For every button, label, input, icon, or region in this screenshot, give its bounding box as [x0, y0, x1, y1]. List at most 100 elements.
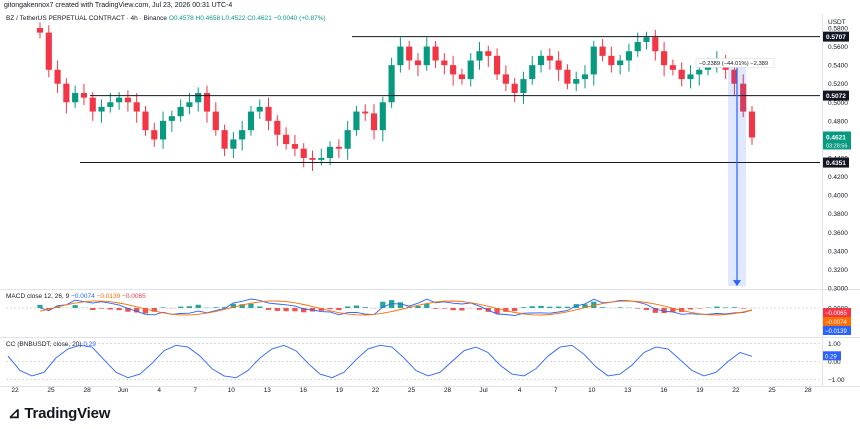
macd-histogram-bar [274, 308, 280, 311]
candle-body [564, 69, 571, 84]
candle-body [370, 113, 378, 131]
time-tick-label: 25 [47, 387, 55, 394]
candle-body [696, 69, 703, 75]
macd-histogram-bar [494, 308, 500, 314]
candle-body [300, 148, 307, 158]
macd-histogram-bar [450, 308, 456, 311]
time-tick-label: Jun [118, 387, 129, 394]
candle-body [573, 79, 580, 84]
candle-body [388, 65, 395, 103]
price-tick-label: 0.3400 [828, 248, 848, 255]
candle-body [107, 102, 114, 107]
time-tick-label: 22 [372, 387, 380, 394]
macd-legend-value-3: −0.0065 [122, 293, 146, 300]
candle-body [98, 106, 105, 112]
macd-histogram-bar [722, 307, 729, 308]
macd-legend-value-2: −0.0139 [96, 293, 121, 300]
candle-body [731, 69, 738, 84]
candle-body [89, 97, 96, 112]
cc-legend: CC (BNBUSDT, close, 20) 0.29 [6, 341, 96, 348]
candle-body [362, 111, 369, 114]
macd-histogram-bar [696, 308, 702, 309]
macd-value-label: −0.0065 [825, 311, 848, 317]
macd-value-label: −0.0074 [825, 320, 848, 326]
macd-histogram-bar [459, 308, 465, 311]
candle-body [265, 106, 272, 121]
macd-histogram-bar [397, 302, 404, 308]
candle-body [740, 83, 747, 112]
cc-legend-value: 0.29 [83, 341, 96, 348]
time-tick-label: 19 [696, 387, 704, 394]
candle-body [423, 46, 430, 66]
macd-legend-value-1: −0.0074 [71, 293, 95, 300]
candle-body [608, 55, 615, 66]
macd-histogram-bar [503, 308, 509, 312]
candle-body [283, 134, 290, 145]
macd-value-label: −0.0139 [825, 329, 848, 335]
price-tick-label: 0.3000 [828, 286, 848, 293]
candle-body [643, 37, 650, 42]
macd-histogram-bar [257, 306, 263, 308]
time-tick-label: 16 [660, 387, 668, 394]
macd-histogram-bar [591, 301, 597, 308]
macd-value-box [823, 308, 851, 317]
candle-body [335, 146, 342, 149]
candle-body [195, 93, 202, 103]
candle-body [142, 111, 149, 131]
macd-histogram-bar [714, 306, 720, 308]
candle-body [247, 111, 255, 131]
macd-histogram-bar [582, 304, 588, 308]
macd-histogram-bar [476, 308, 483, 310]
time-tick-label: 4 [518, 387, 522, 394]
macd-histogram-bar [661, 308, 667, 314]
macd-histogram-bar [336, 308, 342, 311]
candle-body [274, 120, 281, 135]
macd-histogram-bar [635, 308, 641, 309]
candle-body [177, 106, 184, 117]
cc-line [7, 344, 753, 379]
macd-histogram-bar [380, 301, 386, 308]
macd-histogram-bar [221, 307, 228, 308]
macd-histogram-bar [362, 307, 368, 308]
candle-body [379, 102, 386, 131]
measure-label: −0.2389 (−44.01%) −2,389 [699, 61, 768, 67]
candle-body [203, 93, 211, 112]
candle-body [678, 69, 685, 80]
macd-histogram-bar [529, 306, 535, 308]
time-tick-label: 28 [804, 387, 812, 394]
candle-body [687, 74, 694, 80]
candle-body [581, 74, 589, 80]
candle-body [590, 46, 597, 75]
candle-body [652, 37, 659, 52]
candle-body [256, 106, 263, 112]
price-tick-label: 0.4800 [828, 118, 848, 125]
time-tick-label: 13 [624, 387, 632, 394]
price-tick-label: 0.5000 [828, 100, 848, 107]
candle-body [634, 41, 641, 52]
candle-body [458, 74, 466, 80]
time-tick-label: 13 [264, 387, 272, 394]
time-tick-label: 7 [554, 387, 558, 394]
candle-body [661, 51, 668, 66]
cc-tick-label: 0.00 [828, 359, 841, 366]
macd-histogram-bar [512, 308, 518, 312]
candle-body [291, 144, 298, 149]
macd-histogram-bar [424, 303, 430, 308]
macd-histogram-bar [301, 308, 307, 313]
candle-body [309, 158, 316, 160]
macd-histogram-bar [151, 308, 157, 312]
candle-body [406, 46, 413, 61]
time-tick-label: 10 [228, 387, 236, 394]
time-tick-label: 4 [157, 387, 161, 394]
tradingview-logo[interactable]: ⊿ TradingView [8, 404, 110, 422]
candle-body [432, 46, 439, 61]
candle-body [116, 97, 123, 103]
level-label-box [823, 31, 849, 42]
price-tick-label: 0.5200 [828, 81, 848, 88]
measure-label-box [695, 58, 775, 68]
macd-histogram-bar [353, 305, 360, 308]
macd-histogram-bar [731, 307, 738, 308]
candle-body [494, 55, 501, 75]
time-tick-label: 28 [444, 387, 452, 394]
